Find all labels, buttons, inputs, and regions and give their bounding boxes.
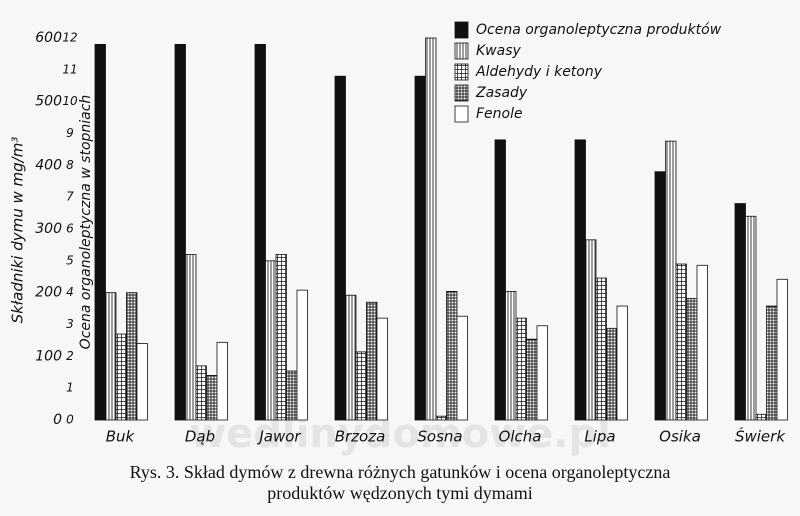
legend-label: Fenole — [476, 106, 523, 122]
bar — [185, 254, 197, 421]
legend-label: Zasady — [475, 85, 528, 101]
bar — [776, 278, 788, 421]
bar — [665, 140, 677, 421]
bar — [296, 289, 308, 421]
bar — [376, 317, 388, 421]
y2-axis-label: Ocena organoleptyczna w stopniach — [78, 95, 94, 350]
caption: produktów wędzonych tymi dymami — [267, 483, 532, 503]
bar — [456, 315, 468, 421]
bar — [686, 297, 698, 421]
x-tick-label: Świerk — [735, 427, 786, 446]
bar — [105, 292, 117, 421]
bar — [254, 43, 266, 421]
bar — [595, 277, 607, 421]
bar — [414, 75, 426, 421]
y-tick-label: 300 — [35, 221, 62, 237]
y2-tick-label: 11 — [62, 62, 77, 76]
bar — [136, 343, 148, 421]
y2-tick-label: 6 — [66, 222, 74, 236]
bar — [275, 254, 287, 421]
bar — [126, 292, 138, 421]
bar — [585, 239, 597, 421]
y2-tick-label: 4 — [66, 285, 74, 299]
y2-tick-label: 2 — [66, 349, 74, 363]
bar — [734, 203, 746, 421]
bar — [366, 301, 378, 421]
legend-swatch — [454, 42, 469, 60]
y-tick-label: 200 — [35, 285, 62, 301]
bar — [526, 338, 538, 421]
y-tick-label: 500 — [35, 94, 62, 110]
bar — [195, 365, 207, 421]
bar — [206, 375, 218, 421]
bar — [446, 290, 458, 421]
bar — [766, 305, 778, 421]
x-tick-label: Lipa — [584, 428, 615, 446]
y-tick-label: 100 — [35, 348, 62, 364]
y2-tick-label: 3 — [66, 317, 74, 331]
bar — [505, 290, 517, 421]
x-tick-label: Jawor — [256, 428, 301, 446]
bar — [606, 327, 618, 421]
bar — [654, 171, 666, 421]
caption: Rys. 3. Skład dymów z drewna różnych gat… — [130, 462, 671, 482]
x-tick-label: Sosna — [417, 428, 462, 446]
x-tick-label: Olcha — [499, 428, 542, 446]
bar — [94, 43, 106, 421]
x-tick-label: Osika — [659, 428, 701, 446]
y2-tick-label: 1 — [66, 381, 74, 395]
bar — [745, 215, 757, 421]
y2-tick-label: 12 — [62, 31, 77, 45]
legend-swatch — [454, 21, 469, 39]
bar — [494, 139, 506, 421]
legend-swatch — [454, 84, 469, 102]
y-tick-label: 0 — [53, 412, 62, 428]
bar — [755, 413, 767, 421]
legend-label: Kwasy — [476, 43, 522, 59]
bar — [115, 333, 127, 421]
x-tick-label: Buk — [106, 428, 136, 446]
y-tick-label: 400 — [35, 157, 62, 173]
legend-label: Ocena organoleptyczna produktów — [476, 22, 722, 38]
y2-tick-label: 7 — [66, 190, 74, 204]
bar — [345, 294, 357, 421]
y2-tick-label: 8 — [66, 158, 74, 172]
bar — [216, 341, 228, 421]
bar — [675, 263, 687, 421]
bar — [536, 325, 548, 421]
bar — [174, 43, 186, 421]
legend-swatch — [454, 63, 469, 81]
y-tick-label: 600 — [35, 30, 62, 46]
bar — [696, 264, 708, 421]
bar — [574, 139, 586, 421]
y2-tick-label: 0 — [66, 413, 74, 427]
bar — [515, 317, 527, 421]
legend-swatch — [454, 105, 469, 123]
bar — [265, 260, 277, 421]
y-axis-label: Składniki dymu w mg/m³ — [9, 137, 27, 324]
bar — [286, 370, 298, 421]
y2-tick-label: 10 — [62, 94, 78, 108]
legend-label: Aldehydy i ketony — [475, 64, 603, 80]
y2-tick-label: 5 — [66, 253, 74, 267]
x-tick-label: Brzoza — [335, 428, 386, 446]
bar — [616, 305, 628, 421]
x-tick-label: Dąb — [185, 428, 215, 446]
y2-tick-label: 9 — [66, 126, 74, 140]
bar — [425, 37, 437, 421]
bar — [435, 415, 447, 421]
bar — [334, 75, 346, 421]
bar — [355, 351, 367, 421]
